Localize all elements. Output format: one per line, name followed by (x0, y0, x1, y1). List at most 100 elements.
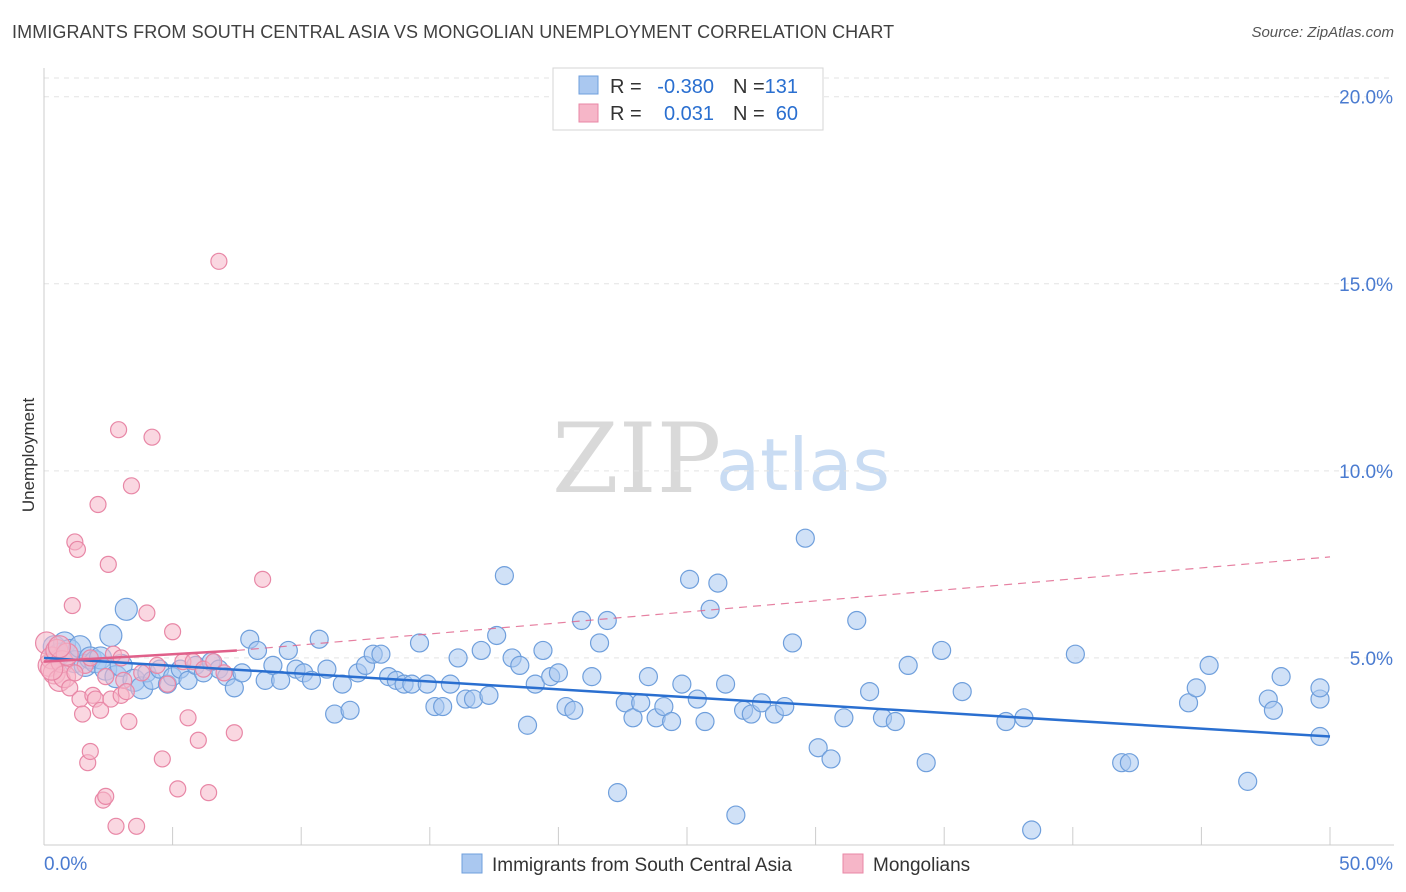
point-immigrants-62 (479, 685, 499, 705)
point-immigrants-64 (494, 566, 514, 586)
point-immigrants-86 (672, 674, 692, 694)
point-immigrants-111 (952, 681, 972, 702)
point-mongolians-49 (205, 653, 223, 671)
point-immigrants-23 (178, 670, 198, 690)
point-mongolians-33 (122, 477, 141, 495)
point-mongolians-50 (210, 252, 228, 270)
point-immigrants-71 (548, 663, 569, 683)
point-mongolians-24 (99, 555, 117, 573)
point-mongolians-17 (81, 742, 99, 761)
point-immigrants-118 (1178, 693, 1199, 713)
point-mongolians-51 (215, 664, 233, 682)
point-mongolians-58 (97, 668, 115, 686)
legend-r-value-2: 0.031 (664, 103, 714, 125)
point-immigrants-67 (517, 715, 538, 735)
point-immigrants-58 (448, 648, 468, 668)
watermark-atlas: atlas (716, 423, 890, 507)
point-immigrants-66 (510, 655, 530, 676)
watermark: ZIP atlas (552, 403, 890, 515)
point-immigrants-119 (1186, 678, 1206, 698)
legend-label-immigrants: Immigrants from South Central Asia (492, 855, 792, 876)
point-immigrants-101 (808, 738, 828, 758)
point-immigrants-32 (247, 640, 268, 661)
point-immigrants-84 (654, 696, 674, 717)
point-immigrants-102 (821, 749, 841, 769)
series-immigrants-points (42, 528, 1330, 840)
point-immigrants-61 (471, 640, 491, 661)
point-immigrants-44 (340, 700, 360, 720)
point-immigrants-78 (607, 783, 628, 803)
legend-r-label-1: R = (610, 76, 642, 98)
axes (43, 68, 1394, 846)
point-mongolians-41 (164, 623, 182, 641)
watermark-zip: ZIP (552, 403, 721, 515)
point-immigrants-77 (597, 610, 617, 631)
point-immigrants-123 (1263, 700, 1284, 720)
point-immigrants-69 (533, 640, 553, 661)
point-immigrants-107 (885, 711, 905, 732)
legend-r-value-1: -0.380 (657, 76, 714, 98)
point-immigrants-43 (332, 674, 352, 694)
point-mongolians-56 (66, 664, 84, 682)
point-immigrants-121 (1238, 771, 1258, 791)
point-immigrants-98 (775, 696, 795, 717)
point-immigrants-87 (679, 569, 700, 589)
point-immigrants-56 (433, 696, 453, 717)
point-mongolians-9 (61, 679, 79, 697)
point-immigrants-127 (1310, 678, 1330, 698)
point-immigrants-115 (1065, 644, 1085, 664)
point-immigrants-120 (1199, 655, 1219, 676)
point-mongolians-27 (107, 817, 125, 835)
point-mongolians-12 (68, 540, 87, 559)
legend-r-label-2: R = (610, 103, 642, 125)
trendline-mongolians (43, 649, 237, 663)
y-axis-label: Unemployment (19, 398, 38, 513)
point-mongolians-53 (254, 570, 272, 588)
gridlines (44, 77, 1394, 659)
point-immigrants-124 (1271, 667, 1291, 687)
point-mongolians-52 (225, 724, 243, 742)
point-mongolians-28 (109, 421, 128, 439)
point-mongolians-23 (97, 787, 115, 805)
legend-n-label-2: N = (733, 103, 765, 125)
point-mongolians-44 (179, 709, 197, 727)
point-mongolians-32 (120, 712, 138, 731)
point-immigrants-90 (700, 599, 720, 619)
y-tick-label-2: 15.0% (1339, 275, 1393, 296)
point-mongolians-14 (73, 705, 92, 723)
point-immigrants-76 (589, 633, 610, 653)
point-immigrants-34 (263, 655, 283, 676)
point-immigrants-117 (1119, 753, 1139, 773)
point-immigrants-40 (309, 629, 329, 649)
legend-n-value-1: 131 (765, 76, 798, 98)
chart-title: IMMIGRANTS FROM SOUTH CENTRAL ASIA VS MO… (12, 22, 895, 42)
source-label: Source: ZipAtlas.com (1251, 24, 1394, 41)
point-mongolians-20 (89, 495, 107, 514)
point-mongolians-40 (158, 675, 177, 693)
point-immigrants-105 (860, 681, 880, 702)
point-mongolians-42 (169, 780, 187, 798)
point-immigrants-89 (695, 711, 715, 732)
trendline-mongolians-extension (236, 556, 1331, 652)
point-immigrants-63 (487, 625, 507, 646)
x-tick-label-1: 50.0% (1339, 854, 1393, 875)
series-legend: Immigrants from South Central Asia Mongo… (461, 853, 970, 876)
point-immigrants-73 (564, 700, 584, 720)
y-tick-label-1: 10.0% (1339, 462, 1393, 483)
point-immigrants-35 (271, 670, 291, 690)
point-immigrants-53 (409, 633, 430, 653)
point-immigrants-30 (232, 663, 252, 683)
point-mongolians-21 (91, 701, 110, 719)
point-immigrants-93 (726, 805, 746, 825)
point-immigrants-48 (371, 644, 391, 664)
point-immigrants-109 (916, 753, 936, 773)
point-immigrants-100 (795, 528, 815, 548)
y-tick-label-0: 5.0% (1350, 649, 1393, 670)
point-mongolians-48 (200, 784, 218, 802)
point-immigrants-29 (224, 678, 244, 698)
point-mongolians-39 (153, 750, 171, 768)
legend-label-mongolians: Mongolians (873, 855, 970, 876)
point-mongolians-35 (133, 664, 151, 682)
correlation-legend: R = -0.380 N = 131 R = 0.031 N = 60 (552, 67, 824, 131)
legend-swatch-blue (578, 75, 599, 95)
